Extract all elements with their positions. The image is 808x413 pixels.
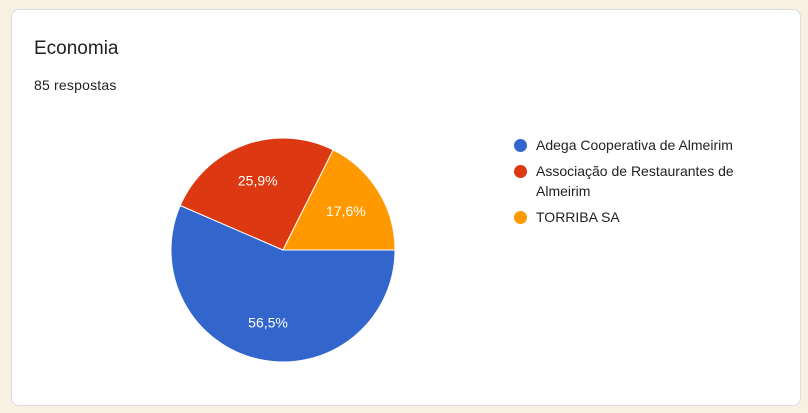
- slice-label: 56,5%: [248, 314, 288, 330]
- pie-slice[interactable]: [282, 149, 396, 251]
- question-title: Economia: [34, 38, 119, 59]
- legend-label: Adega Cooperativa de Almeirim: [536, 137, 733, 153]
- pie-slice[interactable]: [179, 137, 334, 251]
- slice-label: 17,6%: [326, 203, 366, 219]
- legend-label: TORRIBA SA: [536, 209, 620, 225]
- response-count: 85 respostas: [34, 77, 117, 93]
- legend-item[interactable]: Associação de Restaurantes de Almeirim: [514, 161, 774, 201]
- legend-dot-icon: [514, 139, 527, 152]
- chart-card: Economia 85 respostas 56,5% 25,9% 17,6% Ad…: [11, 9, 801, 406]
- legend-item[interactable]: Adega Cooperativa de Almeirim: [514, 135, 774, 155]
- pie-chart: 56,5% 25,9% 17,6%: [170, 137, 396, 363]
- legend: Adega Cooperativa de Almeirim Associação …: [514, 135, 774, 233]
- slice-label: 25,9%: [238, 173, 278, 189]
- legend-item[interactable]: TORRIBA SA: [514, 207, 774, 227]
- legend-label: Associação de Restaurantes de Almeirim: [536, 163, 734, 199]
- legend-dot-icon: [514, 211, 527, 224]
- legend-dot-icon: [514, 165, 527, 178]
- pie-slice[interactable]: [170, 204, 396, 363]
